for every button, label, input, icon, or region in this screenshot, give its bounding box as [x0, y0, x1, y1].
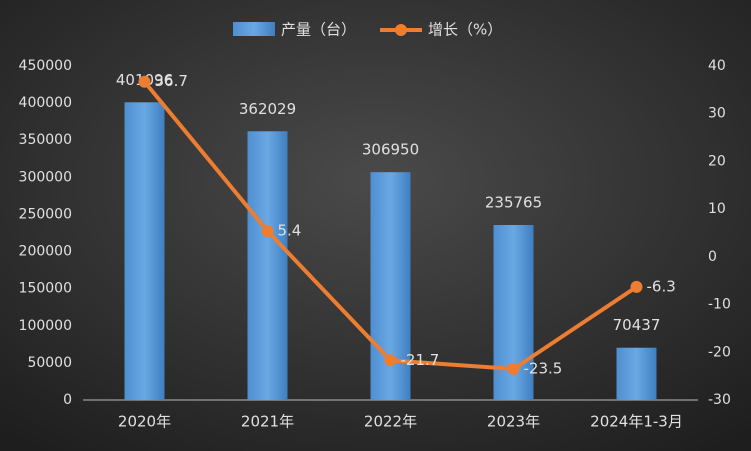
line-marker: [261, 225, 274, 238]
bar-value-label: 306950: [362, 141, 419, 159]
y-tick-label: 350000: [19, 132, 72, 148]
line-marker: [384, 354, 397, 367]
y2-tick-label: -10: [708, 297, 731, 313]
x-tick-label: 2020年: [118, 413, 171, 431]
bar-value-label: 70437: [613, 316, 661, 334]
bar-value-label: 235765: [485, 194, 542, 212]
legend-label: 产量（台）: [281, 21, 356, 39]
legend-swatch: [233, 22, 275, 36]
y2-tick-label: -30: [708, 392, 731, 408]
y2-tick-label: 10: [708, 201, 726, 217]
x-tick-label: 2022年: [364, 413, 417, 431]
y2-tick-label: 30: [708, 106, 726, 122]
y2-tick-label: -20: [708, 344, 731, 360]
line-value-label: -23.5: [524, 359, 563, 377]
bar: [124, 102, 165, 400]
y-tick-label: 400000: [19, 95, 72, 111]
y2-tick-label: 0: [708, 249, 717, 265]
y-tick-label: 450000: [19, 58, 72, 74]
y-tick-label: 300000: [19, 169, 72, 185]
y2-tick-label: 20: [708, 153, 726, 169]
y-tick-label: 50000: [27, 355, 72, 371]
bar-value-label: 362029: [239, 100, 296, 118]
y-tick-label: 200000: [19, 244, 72, 260]
x-tick-label: 2021年: [241, 413, 294, 431]
line-marker: [630, 280, 643, 293]
x-tick-label: 2023年: [487, 413, 540, 431]
x-tick-label: 2024年1-3月: [590, 413, 683, 431]
y-tick-label: 250000: [19, 206, 72, 222]
y-tick-label: 100000: [19, 318, 72, 334]
line-value-label: 36.7: [155, 72, 188, 90]
y2-tick-label: 40: [708, 58, 726, 74]
line-marker: [138, 75, 151, 88]
legend-label: 增长（%）: [428, 21, 502, 39]
line-value-label: -21.7: [401, 351, 440, 369]
line-marker: [507, 362, 520, 375]
y-tick-label: 0: [63, 392, 72, 408]
line-value-label: 5.4: [278, 222, 302, 240]
legend-marker: [395, 24, 407, 36]
bar: [616, 347, 657, 400]
line-value-label: -6.3: [647, 277, 676, 295]
bar: [247, 131, 288, 400]
y-tick-label: 150000: [19, 281, 72, 297]
